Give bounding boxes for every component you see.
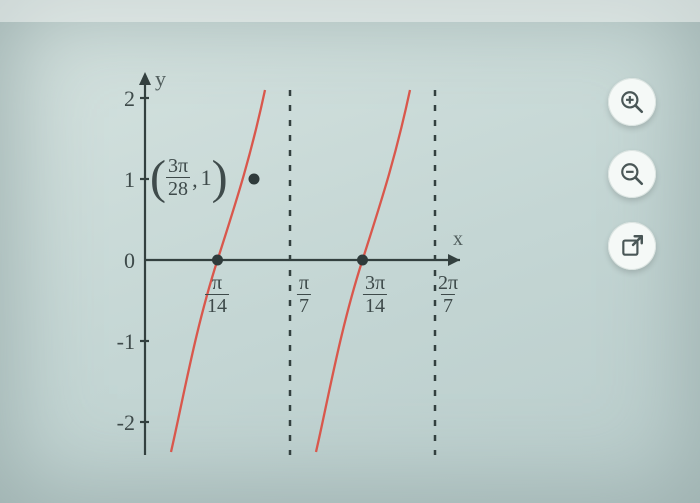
popout-icon bbox=[619, 233, 645, 259]
tangent-chart: y x 2 1 0 -1 -2 π14 π7 3π14 2π7 ( 3π 28 … bbox=[105, 60, 475, 460]
x-axis-label: x bbox=[453, 228, 463, 251]
y-tick-n1: -1 bbox=[99, 329, 135, 355]
y-tick-2: 2 bbox=[105, 86, 135, 112]
zoom-out-button[interactable] bbox=[608, 150, 656, 198]
popout-button[interactable] bbox=[608, 222, 656, 270]
y-tick-1: 1 bbox=[105, 167, 135, 193]
y-tick-n2: -2 bbox=[99, 410, 135, 436]
chart-svg bbox=[105, 60, 475, 460]
zoom-in-icon bbox=[619, 89, 645, 115]
x-tick-3pi-14: 3π14 bbox=[363, 273, 387, 316]
y-axis-label: y bbox=[155, 66, 166, 92]
x-tick-pi-14: π14 bbox=[205, 273, 229, 316]
x-tick-2pi-7: 2π7 bbox=[436, 273, 460, 316]
chart-toolbar bbox=[608, 78, 656, 270]
marked-point-label: ( 3π 28 , 1 ) bbox=[150, 156, 228, 199]
page-top-band bbox=[0, 0, 700, 22]
zoom-out-icon bbox=[619, 161, 645, 187]
zoom-in-button[interactable] bbox=[608, 78, 656, 126]
y-tick-0: 0 bbox=[105, 248, 135, 274]
screenshot-surface: y x 2 1 0 -1 -2 π14 π7 3π14 2π7 ( 3π 28 … bbox=[0, 0, 700, 503]
x-tick-pi-7: π7 bbox=[297, 273, 311, 316]
